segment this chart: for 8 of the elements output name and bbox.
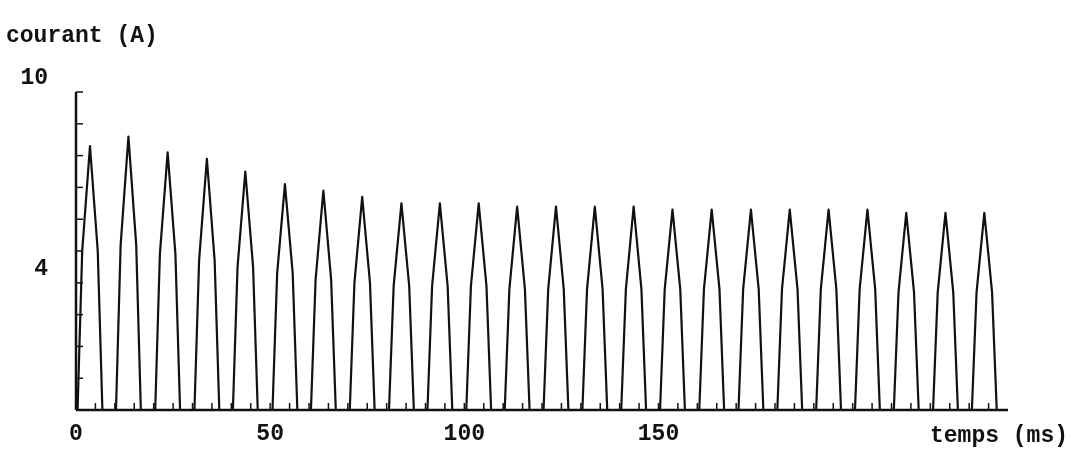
x-tick-label: 50: [256, 421, 284, 447]
y-tick-label: 4: [34, 255, 49, 282]
y-tick-label: 10: [20, 65, 48, 91]
x-tick-label: 100: [443, 421, 486, 447]
y-axis-title: courant (A): [6, 23, 158, 49]
x-axis-title: temps (ms): [929, 423, 1068, 449]
x-tick-label: 150: [637, 421, 680, 447]
x-tick-label: 0: [69, 421, 83, 447]
